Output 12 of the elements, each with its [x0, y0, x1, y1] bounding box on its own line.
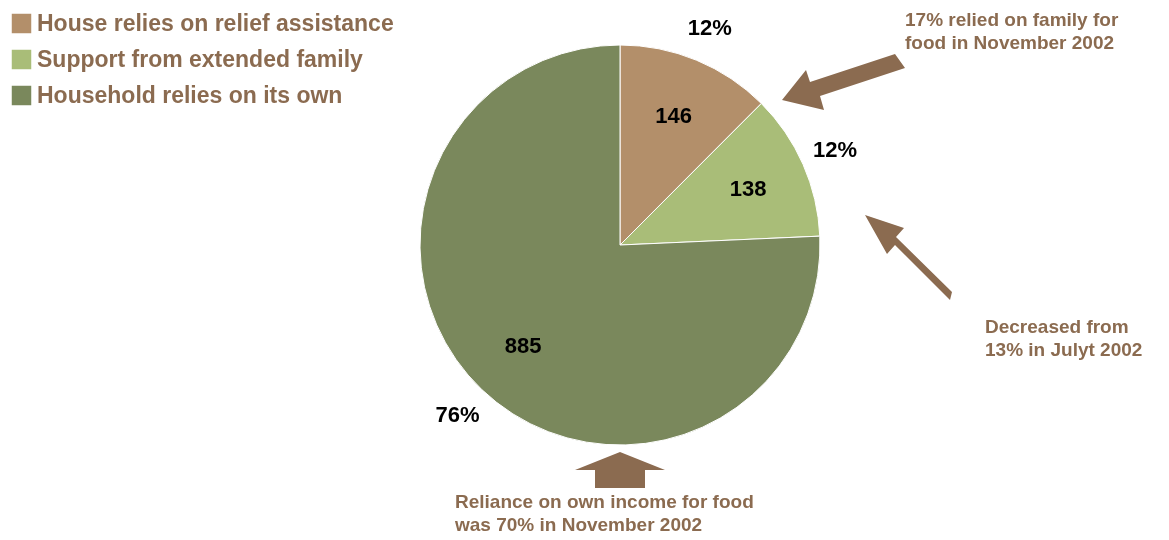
- text: 17% relied on family for food in November 2002: [905, 8, 1120, 54]
- text: Reliance on own income for food was 70% in November 2002: [455, 490, 755, 536]
- data-label: 146: [655, 102, 692, 128]
- text: Decreased from 13% in Julyt 2002: [985, 315, 1144, 361]
- legend-label: Support from extended family: [37, 45, 364, 72]
- data-label: 885: [504, 333, 542, 359]
- text: 12%: [687, 14, 732, 40]
- legend-label: Household relies on its own: [37, 81, 343, 108]
- text: 76%: [435, 401, 480, 427]
- data-label: 138: [729, 175, 767, 201]
- legend-label: House relies on relief assistance: [37, 9, 394, 36]
- text: 12%: [813, 137, 858, 163]
